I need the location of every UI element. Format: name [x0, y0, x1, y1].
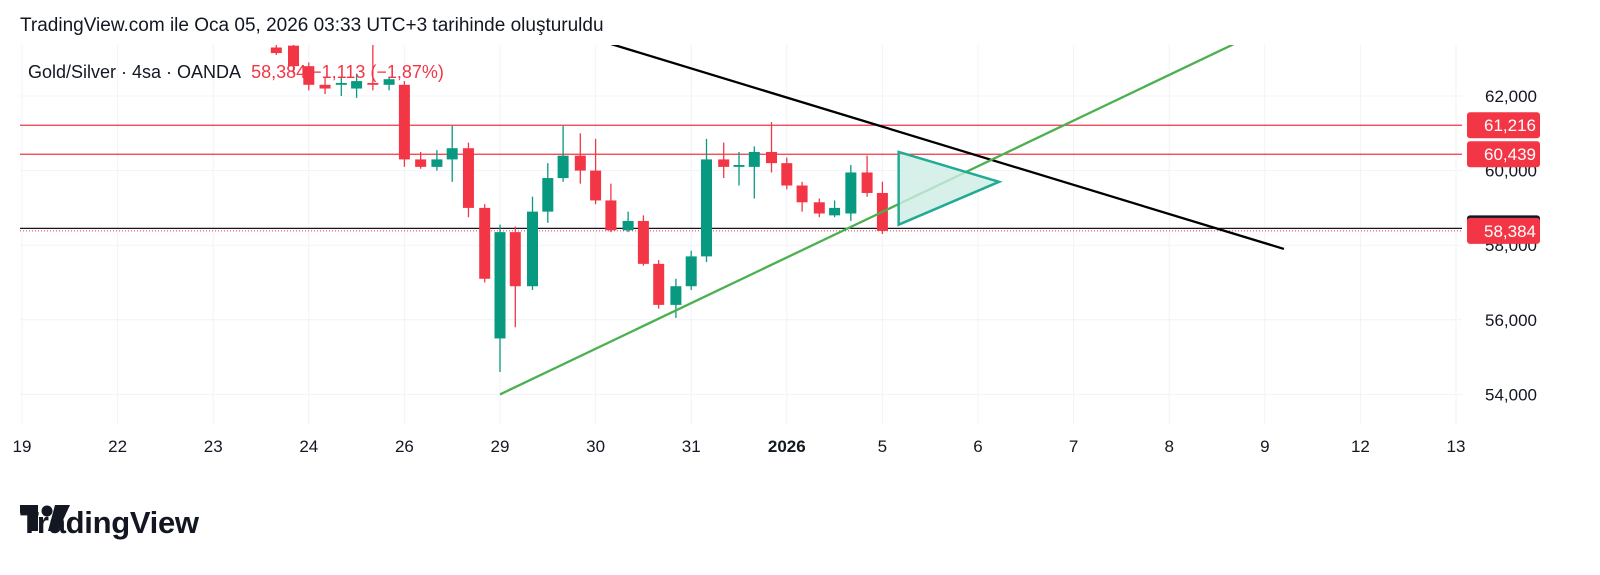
x-tick-label: 8	[1164, 437, 1173, 456]
candle-body	[796, 185, 808, 203]
x-tick-label: 7	[1069, 437, 1078, 456]
x-tick-label: 2026	[768, 437, 806, 456]
x-tick-label: 6	[973, 437, 982, 456]
price-badge	[1467, 112, 1540, 139]
x-tick-label: 22	[108, 437, 127, 456]
x-tick-label: 23	[204, 437, 223, 456]
y-tick-label: 62,000	[1485, 87, 1537, 106]
x-tick-label: 12	[1351, 437, 1370, 456]
x-tick-label: 19	[13, 437, 32, 456]
price-change: 58,384 −1,113 (−1,87%)	[251, 62, 444, 82]
y-tick-label: 54,000	[1485, 385, 1537, 404]
tradingview-logo-icon	[20, 505, 70, 531]
chart-created-caption: TradingView.com ile Oca 05, 2026 03:33 U…	[20, 15, 604, 36]
chart-legend: Gold/Silver · 4sa · OANDA 58,384 −1,113 …	[28, 62, 444, 83]
price-badge-label: 58,384	[1484, 222, 1536, 241]
candle-body	[509, 232, 521, 287]
candle-body	[653, 263, 665, 305]
x-tick-label: 30	[586, 437, 605, 456]
candle-body	[542, 178, 554, 212]
candle-body	[303, 66, 315, 85]
x-tick-label: 31	[682, 437, 701, 456]
candle-body	[685, 256, 697, 287]
brand-footer: TradingView	[20, 505, 199, 541]
candle-body	[462, 148, 474, 208]
candle-body	[415, 159, 427, 167]
triangle-pattern[interactable]	[897, 150, 1003, 227]
candle-body	[494, 232, 506, 339]
candle-body	[335, 82, 347, 85]
x-tick-label: 9	[1260, 437, 1269, 456]
candle-body	[845, 172, 857, 214]
candle-body	[319, 84, 331, 89]
symbol-info: Gold/Silver · 4sa · OANDA	[28, 62, 242, 82]
candle-body	[383, 79, 395, 85]
candle-body	[733, 165, 745, 167]
x-tick-label: 26	[395, 437, 414, 456]
candle-body	[637, 220, 649, 264]
candle-body	[431, 159, 443, 167]
price-badge	[1467, 217, 1540, 244]
candle-body	[270, 47, 282, 54]
triangle-shape	[897, 150, 1003, 227]
candle-body	[479, 207, 491, 279]
x-tick-label: 5	[878, 437, 887, 456]
x-tick-label: 29	[491, 437, 510, 456]
candle-body	[670, 286, 682, 305]
horizontal-levels	[20, 124, 1462, 232]
candle-body	[351, 81, 363, 89]
candle-body	[605, 200, 617, 231]
candle-body	[527, 211, 539, 287]
candle-body	[861, 172, 873, 193]
price-badge	[1467, 141, 1540, 168]
candle-body	[766, 151, 778, 164]
time-axis[interactable]: 19 22 23 24 26 29 30 31 2026 5 6 7 8 9 12 13	[13, 437, 1466, 456]
candle-body	[829, 207, 841, 216]
candle-body	[748, 151, 760, 167]
candle-body	[398, 84, 410, 160]
price-axis[interactable]: 54,00056,00058,00060,00062,00061,21660,4…	[1467, 87, 1540, 404]
candle-body	[622, 220, 634, 231]
price-badge-label: 61,216	[1484, 116, 1536, 135]
candle-body	[367, 82, 379, 85]
candle-body	[781, 163, 793, 186]
y-tick-label: 56,000	[1485, 311, 1537, 330]
x-tick-label: 24	[299, 437, 318, 456]
x-tick-label: 13	[1447, 437, 1466, 456]
candle-body	[718, 159, 730, 167]
resistance-trendline	[610, 45, 1285, 251]
candle-body	[590, 170, 602, 201]
candle-body	[700, 159, 712, 257]
candle-body	[557, 155, 569, 179]
price-badge-label: 60,439	[1484, 145, 1536, 164]
grid-lines	[20, 45, 1462, 425]
candle-body	[574, 155, 586, 171]
candle-body	[813, 202, 825, 214]
candle-body	[288, 45, 300, 67]
candle-body	[446, 148, 458, 160]
